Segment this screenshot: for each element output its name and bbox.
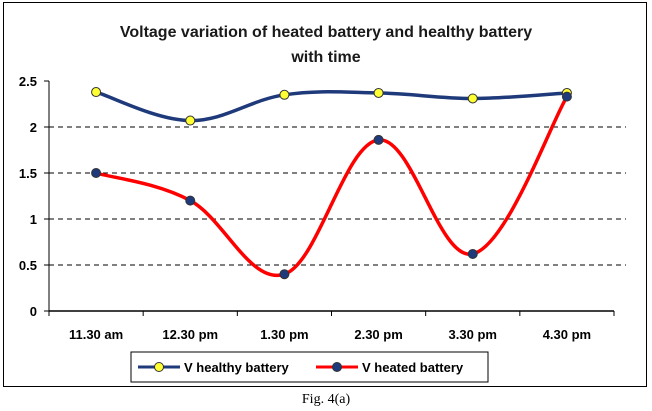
gridlines: [49, 126, 626, 266]
data-point: [279, 269, 290, 280]
data-point: [185, 115, 196, 126]
line-chart: Voltage variation of heated battery and …: [19, 24, 626, 383]
legend-box: [130, 351, 489, 383]
y-tick-label: 1: [30, 212, 37, 227]
y-tick-label: 2.5: [19, 74, 37, 89]
y-tick-label: 1.5: [19, 166, 37, 181]
x-tick-label: 1.30 pm: [260, 327, 308, 342]
x-tick-label: 2.30 pm: [354, 327, 402, 342]
x-axis-ticks: 11.30 am 12.30 pm 1.30 pm 2.30 pm 3.30 pm 4.3…: [48, 311, 615, 342]
series-heated: [91, 91, 572, 280]
series-line: [94, 94, 569, 278]
legend-label-heated: V heated battery: [362, 360, 464, 375]
chart-title-line-2: with time: [290, 49, 360, 66]
data-point: [91, 168, 102, 178]
figure-caption: Fig. 4(a): [301, 392, 351, 407]
chart-frame: Voltage variation of heated battery and …: [3, 2, 647, 387]
legend-label-healthy: V healthy battery: [184, 360, 290, 375]
data-point: [373, 134, 384, 145]
data-point: [467, 93, 478, 104]
series-healthy: [91, 87, 572, 126]
x-tick-label: 3.30 pm: [449, 327, 497, 342]
x-tick-label: 11.30 am: [69, 327, 123, 342]
data-point: [373, 87, 384, 98]
chart-title-line-1: Voltage variation of heated battery and …: [120, 24, 532, 41]
data-point: [467, 248, 478, 259]
legend-marker-heated: [332, 362, 342, 372]
data-point: [561, 91, 572, 102]
y-axis-ticks: 0 0.5 1 1.5 2 2.5: [19, 74, 49, 319]
legend: V healthy battery V heated battery: [130, 351, 489, 383]
series-line: [94, 90, 569, 123]
y-tick-label: 2: [30, 120, 37, 135]
y-tick-label: 0: [30, 304, 37, 319]
data-point: [279, 89, 290, 100]
data-point: [91, 87, 102, 98]
series-lines: [91, 87, 572, 280]
legend-marker-healthy: [154, 362, 164, 372]
data-point: [185, 195, 196, 206]
y-tick-label: 0.5: [19, 258, 37, 273]
x-tick-label: 4.30 pm: [543, 327, 591, 342]
x-tick-label: 12.30 pm: [162, 327, 218, 342]
